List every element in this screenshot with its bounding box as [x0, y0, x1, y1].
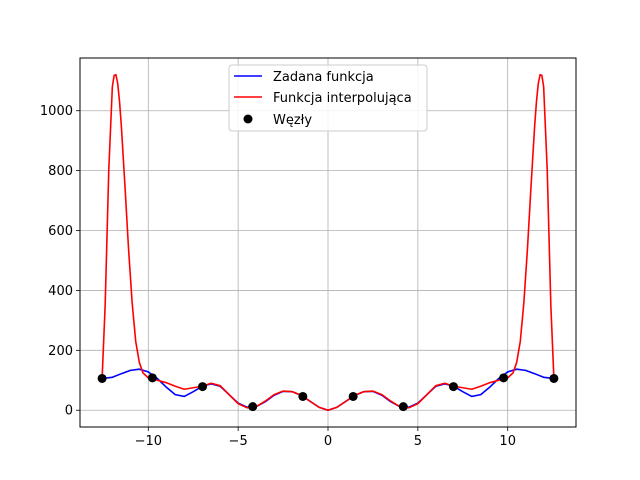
y-tick-label: 800 — [48, 164, 73, 179]
y-tick-label: 0 — [65, 404, 73, 419]
x-tick-label: 0 — [324, 434, 332, 449]
legend-label-funkcja-interpolujaca: Funkcja interpolująca — [273, 91, 412, 106]
x-tick-label: 10 — [499, 434, 516, 449]
x-axis: −10 −5 0 5 10 — [135, 427, 516, 449]
y-tick-label: 1000 — [40, 104, 73, 119]
legend-label-wezly: Węzły — [273, 113, 312, 128]
node-point — [198, 382, 208, 392]
node-point — [398, 402, 408, 412]
legend-label-zadana-funkcja: Zadana funkcja — [273, 70, 374, 85]
y-tick-label: 200 — [48, 344, 73, 359]
x-tick-label: −10 — [135, 434, 162, 449]
node-point — [147, 373, 157, 383]
series-layer — [101, 73, 555, 412]
x-tick-label: 5 — [414, 434, 422, 449]
legend: Zadana funkcja Funkcja interpolująca Węz… — [228, 64, 428, 132]
node-point — [298, 391, 308, 401]
y-tick-label: 600 — [48, 224, 73, 239]
y-axis: 0 200 400 600 800 1000 — [40, 104, 80, 419]
nodes-layer — [97, 373, 559, 412]
node-point — [97, 373, 107, 383]
legend-marker-wezly — [243, 114, 253, 124]
node-point — [499, 373, 509, 383]
node-point — [348, 391, 358, 401]
series-line-1 — [101, 73, 555, 412]
x-tick-label: −5 — [229, 434, 248, 449]
legend-box — [228, 64, 428, 132]
node-point — [549, 373, 559, 383]
node-point — [248, 402, 258, 412]
node-point — [448, 382, 458, 392]
y-tick-label: 400 — [48, 284, 73, 299]
